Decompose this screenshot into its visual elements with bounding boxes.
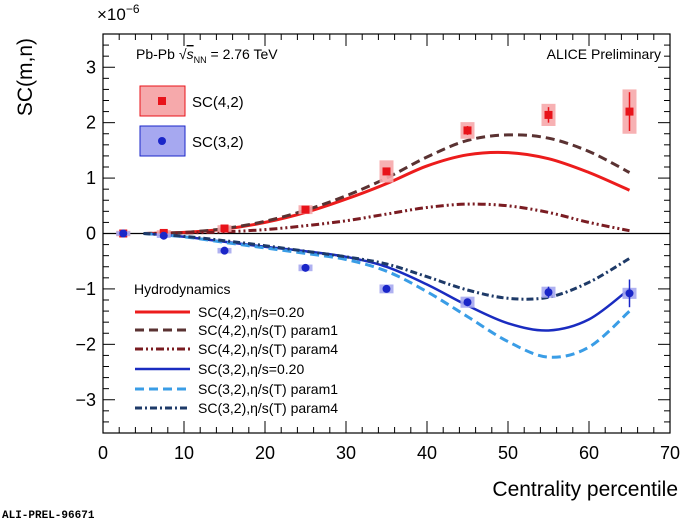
data-point-sc32	[220, 246, 229, 255]
model-curve-5	[143, 232, 631, 301]
y-axis-multiplier-exponent: −6	[126, 2, 140, 16]
x-tick-label: 40	[417, 443, 437, 463]
x-tick-label: 10	[174, 443, 194, 463]
y-tick-label: 0	[86, 224, 96, 244]
data-point-sc42	[463, 126, 472, 135]
x-axis-label: Centrality percentile	[492, 478, 678, 501]
hydro-legend-label-4: SC(3,2),η/s(T) param1	[198, 381, 338, 397]
y-tick-label: −3	[75, 390, 96, 410]
sqrt-symbol: √	[179, 46, 187, 62]
energy-subscript: NN	[194, 55, 207, 65]
y-tick-label: 1	[86, 168, 96, 188]
model-curve-4	[143, 232, 631, 359]
x-tick-label: 0	[98, 443, 108, 463]
legend-label-sc32: SC(3,2)	[192, 134, 244, 151]
legend-label-sc42: SC(4,2)	[192, 94, 244, 111]
data-point-sc42	[301, 205, 310, 214]
data-point-sc32	[159, 231, 168, 240]
y-axis-label: SC(m,n)	[14, 38, 37, 116]
hydro-legend-label-1: SC(4,2),η/s(T) param1	[198, 322, 338, 338]
hydro-legend-label-3: SC(3,2),η/s=0.20	[198, 361, 304, 377]
data-point-sc32	[463, 298, 472, 307]
data-point-sc42	[544, 110, 553, 119]
plot-area: 0 10 20 30 40 50 60 70 −3 −2 −1 0 1 2 3	[75, 33, 680, 463]
hydro-legend: Hydrodynamics SC(4,2),η/s=0.20 SC(4,2),η…	[134, 281, 338, 416]
x-tick-label: 30	[336, 443, 356, 463]
data-point-sc42	[220, 224, 229, 233]
energy-s: s	[187, 46, 194, 62]
y-tick-label: 2	[86, 113, 96, 133]
hydro-legend-label-5: SC(3,2),η/s(T) param4	[198, 400, 338, 416]
x-tick-label: 50	[498, 443, 518, 463]
hydro-legend-title: Hydrodynamics	[134, 281, 230, 297]
data-point-sc32	[301, 263, 310, 272]
system-text: Pb-Pb	[136, 46, 175, 62]
data-point-sc32	[382, 284, 391, 293]
legend-marker-sc32	[158, 137, 166, 145]
x-tick-label: 20	[255, 443, 275, 463]
data-point-sc32	[119, 229, 128, 238]
data-point-sc32	[625, 289, 634, 298]
y-tick-label: −2	[75, 334, 96, 354]
model-curve-1	[143, 133, 631, 235]
y-tick-label: −1	[75, 279, 96, 299]
energy-value: = 2.76 TeV	[207, 46, 279, 62]
x-tick-label: 60	[579, 443, 599, 463]
y-axis-multiplier: ×10−6	[97, 2, 140, 24]
collision-system-label: Pb-Pb √sNN = 2.76 TeV	[136, 46, 278, 65]
data-legend: SC(4,2) SC(3,2)	[139, 85, 244, 157]
data-point-sc42	[382, 167, 391, 176]
legend-marker-sc42	[158, 97, 166, 105]
x-tick-label: 70	[660, 443, 680, 463]
experiment-label: ALICE Preliminary	[547, 46, 661, 62]
footer-id: ALI-PREL-96671	[2, 510, 95, 521]
data-point-sc42	[625, 107, 634, 116]
data-point-sc32	[544, 288, 553, 297]
y-tick-label: 3	[86, 57, 96, 77]
y-axis-multiplier-base: ×10	[97, 5, 126, 24]
hydro-legend-label-2: SC(4,2),η/s(T) param4	[198, 341, 338, 357]
hydro-legend-label-0: SC(4,2),η/s=0.20	[198, 304, 304, 320]
